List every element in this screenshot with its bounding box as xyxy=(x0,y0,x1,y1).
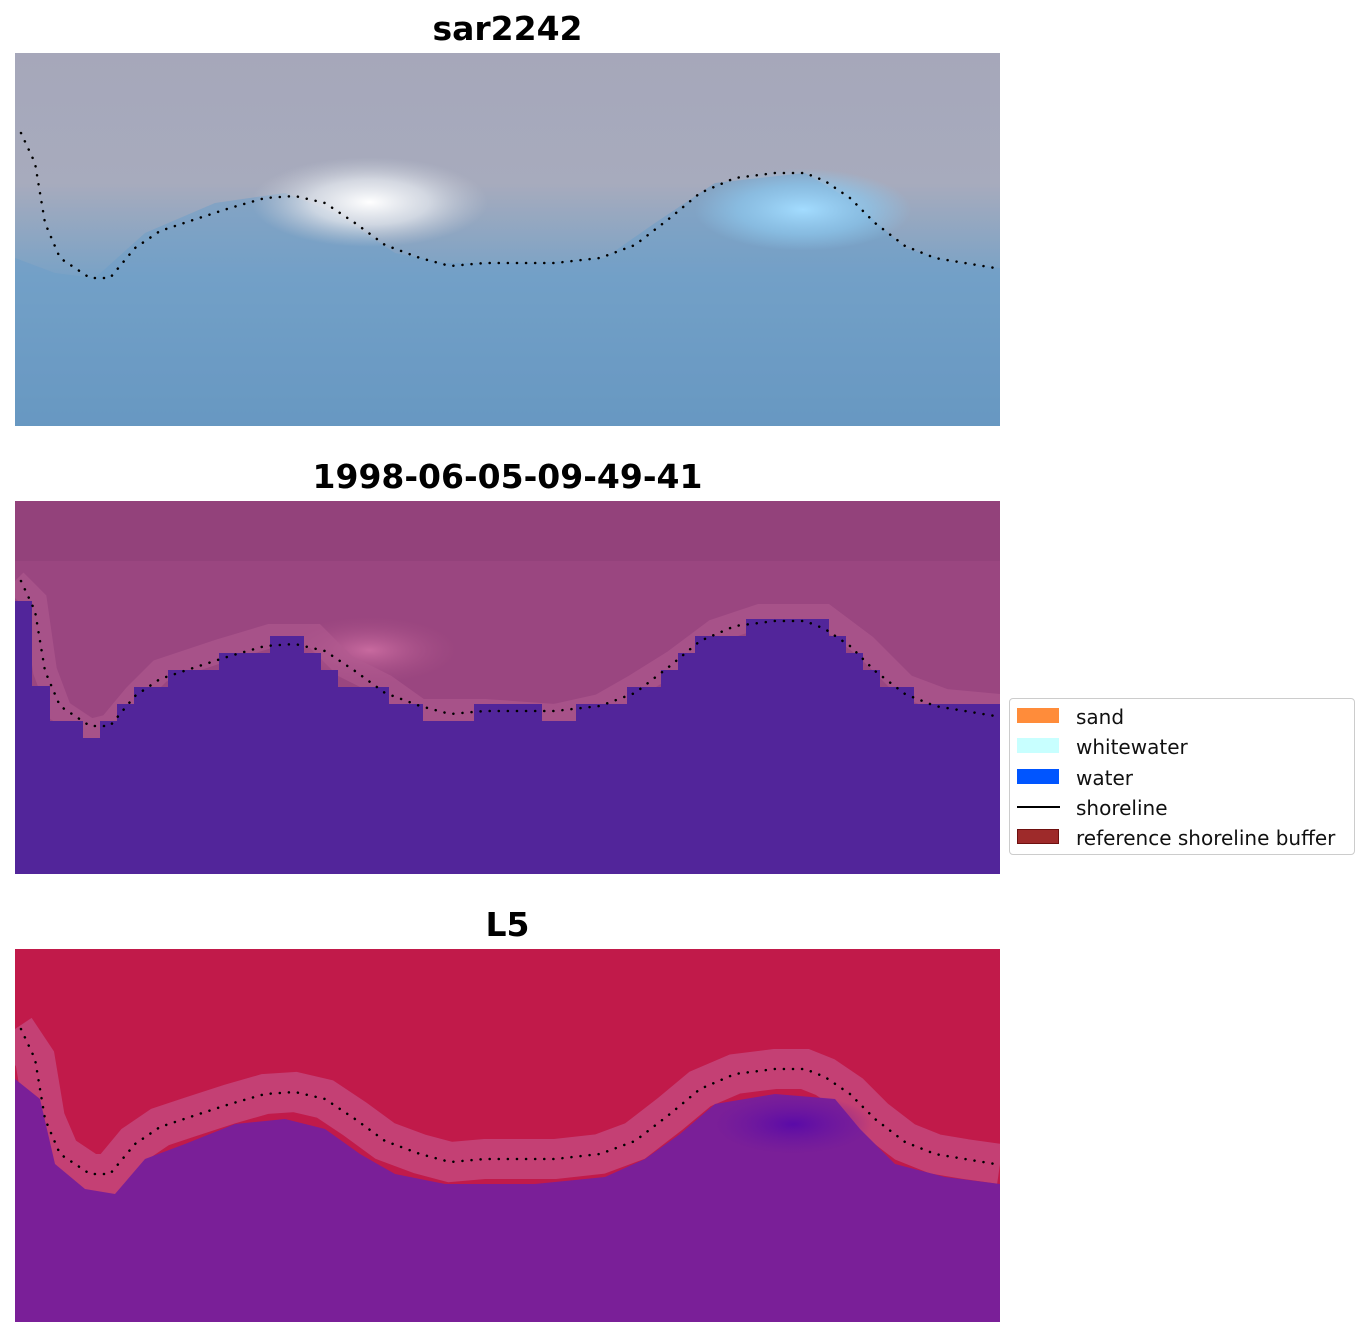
legend-label: sand xyxy=(1076,705,1125,729)
water-class-area xyxy=(15,601,1000,874)
shoreline-dots-index xyxy=(19,1027,997,1176)
buffer-swatch xyxy=(1017,829,1059,844)
legend-item-sand: sand xyxy=(1017,705,1351,729)
legend-item-shoreline: shoreline xyxy=(1017,796,1351,820)
classified-image xyxy=(15,501,1000,874)
legend-label: reference shoreline buffer xyxy=(1076,826,1336,850)
whitewater-swatch xyxy=(1017,738,1059,753)
legend: sand whitewater water shoreline referenc… xyxy=(1009,698,1355,855)
shoreline-dots-classified xyxy=(19,579,997,728)
legend-item-reference-shoreline-buffer: reference shoreline buffer xyxy=(1017,826,1351,850)
legend-label: shoreline xyxy=(1076,796,1168,820)
sand-swatch xyxy=(1017,708,1059,723)
legend-item-whitewater: whitewater xyxy=(1017,735,1351,759)
legend-label: whitewater xyxy=(1076,735,1188,759)
shoreline-line-swatch xyxy=(1017,806,1060,808)
panel-title-rgb: sar2242 xyxy=(432,9,583,48)
water-swatch xyxy=(1017,769,1059,784)
index-image xyxy=(15,949,1000,1322)
rgb-satellite-image xyxy=(15,53,1000,426)
shoreline-dots-rgb xyxy=(19,131,997,280)
legend-item-water: water xyxy=(1017,766,1351,790)
buffer-band xyxy=(15,572,1000,744)
panel-title-index: L5 xyxy=(485,905,530,944)
legend-label: water xyxy=(1076,766,1133,790)
panel-title-classified: 1998-06-05-09-49-41 xyxy=(312,457,703,496)
